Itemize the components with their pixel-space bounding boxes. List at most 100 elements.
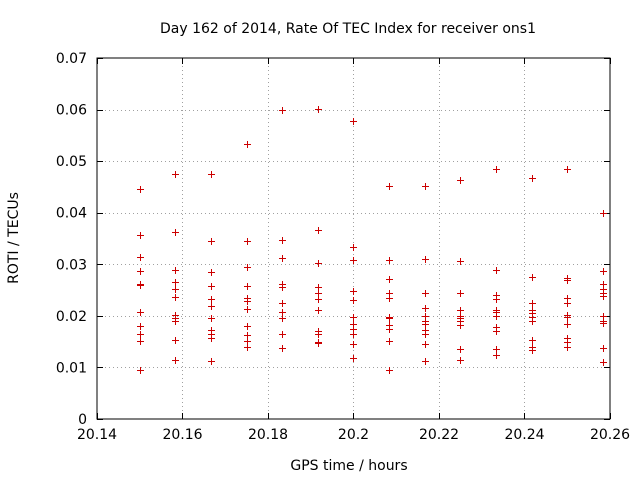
data-point	[350, 244, 357, 251]
data-point	[137, 323, 144, 330]
data-point	[137, 268, 144, 275]
x-tick-label: 20.14	[77, 427, 117, 443]
data-point	[279, 237, 286, 244]
data-point	[279, 255, 286, 262]
data-point	[493, 166, 500, 173]
y-tick-label: 0.05	[56, 154, 87, 170]
x-tick-label: 20.16	[162, 427, 202, 443]
data-point	[172, 279, 179, 286]
data-point	[279, 331, 286, 338]
data-point	[600, 268, 607, 275]
data-point	[244, 264, 251, 271]
x-tick-label: 20.22	[419, 427, 459, 443]
x-tick-label: 20.26	[590, 427, 630, 443]
data-point	[137, 338, 144, 345]
data-point	[315, 296, 322, 303]
data-point	[208, 335, 215, 342]
data-point	[244, 338, 251, 345]
data-point	[279, 345, 286, 352]
data-point	[564, 300, 571, 307]
data-point	[564, 166, 571, 173]
data-point	[350, 341, 357, 348]
data-point	[493, 313, 500, 320]
data-point	[208, 283, 215, 290]
data-point	[422, 305, 429, 312]
data-point	[350, 331, 357, 338]
data-point	[600, 210, 607, 217]
data-point	[208, 303, 215, 310]
data-point	[172, 294, 179, 301]
data-point	[315, 290, 322, 297]
x-tick-labels: 20.14 20.16 20.18 20.2 20.22 20.24 20.26	[77, 427, 630, 443]
data-point	[208, 315, 215, 322]
y-tick-labels: 0 0.01 0.02 0.03 0.04 0.05 0.06 0.07	[56, 51, 87, 428]
data-point	[600, 359, 607, 366]
data-point	[493, 352, 500, 359]
data-point	[137, 282, 144, 289]
data-point	[422, 256, 429, 263]
data-point	[315, 331, 322, 338]
data-point	[279, 107, 286, 114]
y-axis-label: ROTI / TECUs	[6, 192, 22, 284]
data-point	[386, 257, 393, 264]
data-point	[386, 276, 393, 283]
data-point	[244, 323, 251, 330]
data-point	[244, 238, 251, 245]
data-point	[422, 183, 429, 190]
data-point	[350, 355, 357, 362]
data-point	[172, 337, 179, 344]
data-point	[208, 171, 215, 178]
data-point	[386, 183, 393, 190]
y-tick-label: 0.06	[56, 103, 87, 119]
data-point	[493, 328, 500, 335]
data-point	[208, 238, 215, 245]
data-point	[315, 260, 322, 267]
y-tick-label: 0.02	[56, 309, 87, 325]
data-point	[350, 118, 357, 125]
data-point	[315, 227, 322, 234]
data-point	[457, 290, 464, 297]
data-point	[564, 321, 571, 328]
data-point	[350, 288, 357, 295]
data-point	[457, 346, 464, 353]
data-point	[457, 357, 464, 364]
chart-title: Day 162 of 2014, Rate Of TEC Index for r…	[160, 21, 536, 37]
data-point	[386, 338, 393, 345]
data-point	[457, 177, 464, 184]
data-point	[493, 296, 500, 303]
y-tick-label: 0.07	[56, 51, 87, 67]
x-axis-label: GPS time / hours	[290, 458, 407, 474]
x-tick-label: 20.18	[248, 427, 288, 443]
data-point	[529, 175, 536, 182]
data-point	[279, 300, 286, 307]
data-point	[137, 367, 144, 374]
data-point	[386, 295, 393, 302]
data-point	[350, 257, 357, 264]
data-point	[208, 358, 215, 365]
data-point	[279, 309, 286, 316]
data-point	[137, 232, 144, 239]
data-point	[137, 186, 144, 193]
data-point	[172, 286, 179, 293]
y-tick-label: 0.03	[56, 257, 87, 273]
data-point	[386, 367, 393, 374]
data-point	[564, 277, 571, 284]
data-point	[137, 254, 144, 261]
y-tick-label: 0.04	[56, 206, 87, 222]
data-point	[315, 284, 322, 291]
data-point	[350, 297, 357, 304]
data-point	[422, 321, 429, 328]
data-point	[386, 326, 393, 333]
data-point	[600, 345, 607, 352]
data-point	[172, 357, 179, 364]
data-point	[529, 318, 536, 325]
data-point	[208, 269, 215, 276]
data-point	[493, 267, 500, 274]
data-point	[244, 344, 251, 351]
data-point	[350, 314, 357, 321]
data-point	[422, 331, 429, 338]
data-point	[244, 283, 251, 290]
data-point	[244, 141, 251, 148]
